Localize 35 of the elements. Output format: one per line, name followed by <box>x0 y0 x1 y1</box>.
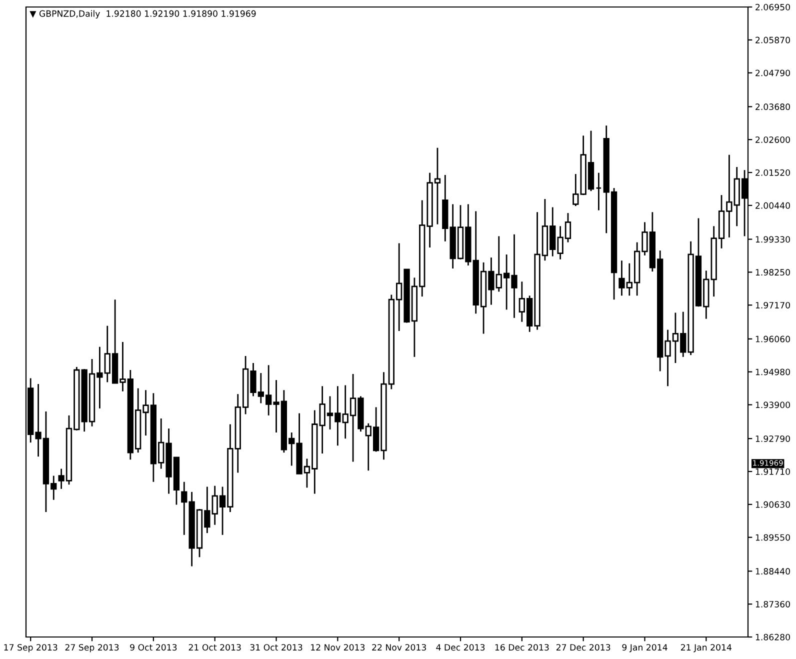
y-tick-label: 1.91710 <box>756 468 790 475</box>
y-tick-label: 1.97170 <box>756 302 790 308</box>
y-tick-label: 1.96060 <box>756 336 790 342</box>
y-tick-label: 1.98250 <box>756 269 790 276</box>
y-tick-label: 2.06950 <box>756 4 790 10</box>
y-tick-label: 2.03680 <box>756 104 790 110</box>
y-tick-label: 1.87360 <box>756 600 790 608</box>
y-tick-label: 1.88440 <box>756 568 790 575</box>
x-tick-label: 27 Sep 2013 <box>65 644 119 652</box>
x-tick-label: 12 Nov 2013 <box>311 644 365 651</box>
x-tick-label: 27 Dec 2013 <box>556 644 610 651</box>
y-tick-label: 1.99330 <box>756 236 790 243</box>
x-tick-label: 9 Oct 2013 <box>130 644 177 651</box>
y-tick-label: 1.86280 <box>756 634 790 640</box>
x-tick-label: 16 Dec 2013 <box>495 644 549 651</box>
x-tick-label: 22 Nov 2013 <box>372 644 426 651</box>
x-tick-label: 17 Sep 2013 <box>4 644 58 652</box>
y-tick-label: 2.04790 <box>756 70 790 76</box>
x-tick-label: 21 Oct 2013 <box>188 644 241 651</box>
y-tick-label: 1.89550 <box>756 534 790 541</box>
y-tick-label: 2.05870 <box>756 36 790 44</box>
x-tick-label: 21 Jan 2014 <box>680 644 732 652</box>
y-tick-label: 2.00440 <box>756 202 790 209</box>
x-tick-label: 4 Dec 2013 <box>436 644 485 651</box>
y-tick-label: 1.92790 <box>756 435 790 442</box>
y-tick-label: 1.93900 <box>756 402 790 408</box>
x-tick-label: 31 Oct 2013 <box>250 644 302 651</box>
y-tick-label: 2.01520 <box>756 169 790 176</box>
y-tick-label: 1.94980 <box>756 368 790 376</box>
chart-title: ▼ GBPNZD,Daily 1.92180 1.92190 1.91890 1.91969 <box>30 10 256 18</box>
candlestick <box>572 173 579 207</box>
x-tick-label: 9 Jan 2014 <box>622 644 668 652</box>
y-tick-label: 1.90630 <box>756 501 790 508</box>
candlestick <box>596 172 602 211</box>
y-tick-label: 2.02600 <box>756 136 790 143</box>
